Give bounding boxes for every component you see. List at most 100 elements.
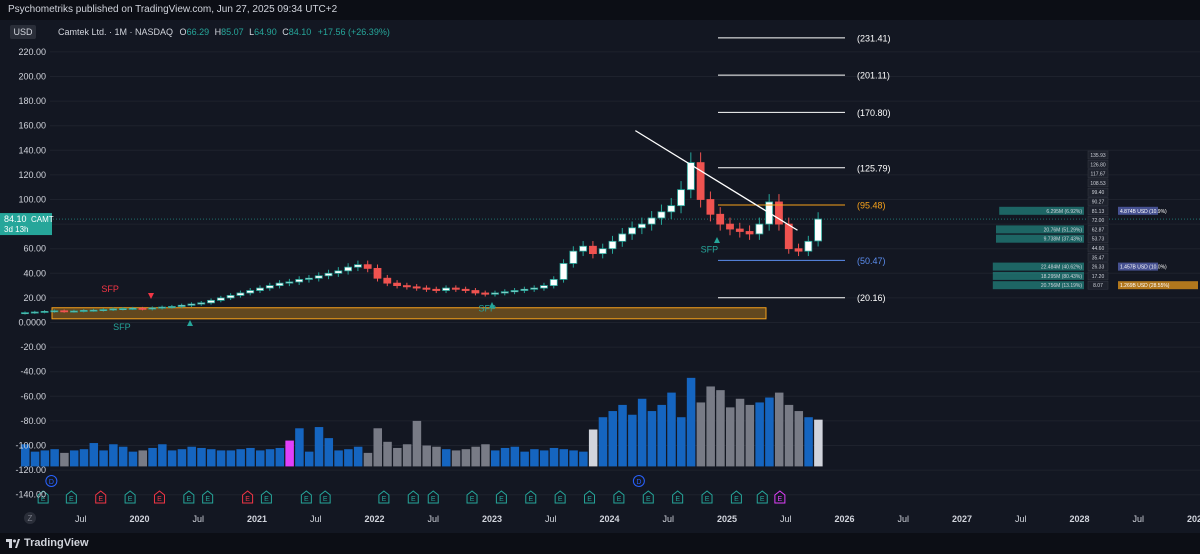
volume-bar-7 bbox=[89, 443, 99, 467]
candles[interactable] bbox=[21, 152, 823, 315]
volume-bar-31 bbox=[324, 438, 334, 467]
volume-bar-40 bbox=[412, 420, 422, 467]
profile-price-14: 8.07 bbox=[1093, 283, 1103, 289]
volume-bar-25 bbox=[265, 449, 275, 467]
y-tick-18: -140.00 bbox=[15, 490, 46, 500]
y-tick-10: 20.00 bbox=[23, 293, 46, 303]
legend-change: +17.56 (+26.39%) bbox=[318, 27, 390, 37]
event-earnings-marker-8 bbox=[242, 490, 254, 504]
candle-body-48 bbox=[491, 292, 499, 295]
profile-price-bg-1 bbox=[1087, 160, 1109, 169]
y-tick-4: 140.00 bbox=[18, 145, 46, 155]
candle-body-38 bbox=[393, 282, 401, 287]
volume-bar-13 bbox=[148, 447, 157, 467]
candle-body-49 bbox=[500, 291, 509, 294]
profile-price-1: 126.80 bbox=[1090, 162, 1106, 168]
sfp-up-arrow-2 bbox=[489, 302, 495, 308]
volume-bar-18 bbox=[197, 447, 206, 467]
candle-body-57 bbox=[579, 245, 588, 252]
candle-body-17 bbox=[187, 303, 196, 306]
currency-badge-bg[interactable] bbox=[10, 25, 36, 39]
profile-price-bg-4 bbox=[1087, 187, 1109, 197]
legend-symbol: Camtek Ltd. · 1M · NASDAQ bbox=[58, 27, 173, 37]
event-earnings-marker-19 bbox=[584, 490, 596, 504]
profile-right-bar-14 bbox=[1118, 281, 1198, 290]
candle-body-23 bbox=[246, 290, 255, 294]
x-label-4: Jul bbox=[310, 514, 322, 524]
volume-bar-80 bbox=[804, 417, 813, 467]
profile-right-6: 4.874B USD (10.9%) bbox=[1120, 209, 1167, 215]
event-earnings-marker-26 bbox=[756, 490, 768, 504]
volume-bar-65 bbox=[657, 404, 666, 467]
trend-line-resistance bbox=[635, 130, 798, 231]
profile-left-bar-14 bbox=[992, 281, 1084, 290]
volume-bar-79 bbox=[794, 411, 804, 467]
volume-bar-5 bbox=[69, 450, 79, 467]
candle-body-46 bbox=[471, 290, 480, 294]
candle-body-45 bbox=[461, 288, 470, 291]
price-badge-bg bbox=[0, 213, 52, 236]
price-chart[interactable]: (231.41) (201.11) (170.80) (125.79) (95.48) (… bbox=[0, 20, 1200, 533]
candle-body-8 bbox=[99, 309, 108, 311]
support-zone bbox=[51, 307, 767, 320]
candle-body-60 bbox=[608, 240, 617, 250]
candle-body-55 bbox=[559, 263, 568, 280]
event-label-19: E bbox=[587, 496, 592, 503]
profile-price-bg-7 bbox=[1087, 215, 1109, 225]
volume-bar-60 bbox=[608, 411, 617, 467]
event-label-11: E bbox=[323, 496, 328, 503]
profile-price-7: 72.00 bbox=[1092, 218, 1105, 224]
chart-legend: USD Camtek Ltd. · 1M · NASDAQ O66.29 H85… bbox=[10, 25, 390, 39]
x-label-9: 2024 bbox=[599, 514, 619, 524]
volume-bar-30 bbox=[314, 427, 324, 467]
trend-line bbox=[635, 130, 798, 231]
candle-body-19 bbox=[207, 299, 215, 304]
profile-price-0: 135.93 bbox=[1090, 153, 1106, 159]
profile-price-12: 26.33 bbox=[1092, 265, 1105, 271]
event-earnings-marker-16 bbox=[495, 490, 507, 504]
profile-price-2: 117.67 bbox=[1091, 172, 1106, 178]
candle-body-36 bbox=[373, 267, 382, 279]
profile-price-5: 90.27 bbox=[1092, 200, 1105, 206]
profile-left-bar-9 bbox=[996, 234, 1084, 243]
event-earnings-marker-14 bbox=[427, 490, 439, 504]
tradingview-logo-icon bbox=[6, 539, 20, 548]
event-markers[interactable]: E D E E E E E E E E E E E E E E E E E E E D E E E E E E bbox=[37, 475, 786, 504]
candle-body-32 bbox=[334, 270, 343, 274]
candle-body-39 bbox=[402, 285, 411, 288]
currency-badge[interactable]: USD bbox=[13, 27, 33, 37]
level-label-5: (50.47) bbox=[857, 256, 886, 266]
candle-body-69 bbox=[696, 162, 705, 200]
volume-bar-0 bbox=[21, 444, 30, 467]
x-label-1: 2020 bbox=[129, 514, 149, 524]
y-tick-1: 200.00 bbox=[18, 72, 46, 82]
volume-bar-66 bbox=[667, 392, 676, 467]
y-tick-14: -60.00 bbox=[20, 391, 46, 401]
volume-bar-12 bbox=[138, 450, 147, 467]
volume-profile: 135.93 126.80 117.67 108.53 99.40 90.27 81.13 6… bbox=[992, 150, 1198, 290]
candle-body-68 bbox=[686, 162, 695, 191]
profile-price-4: 99.40 bbox=[1092, 190, 1105, 196]
profile-price-6: 81.13 bbox=[1092, 209, 1105, 215]
profile-price-bg-14 bbox=[1087, 280, 1109, 290]
volume-bar-35 bbox=[363, 452, 373, 467]
candle-body-28 bbox=[295, 279, 304, 283]
volume-bar-49 bbox=[500, 447, 510, 467]
profile-price-bg-3 bbox=[1087, 178, 1109, 188]
volume-bar-77 bbox=[774, 392, 784, 467]
event-label-17: E bbox=[528, 496, 533, 503]
profile-right-bar-6 bbox=[1118, 206, 1158, 215]
volume-bar-37 bbox=[383, 441, 392, 467]
candle-body-61 bbox=[618, 233, 627, 242]
event-label-10: E bbox=[304, 496, 309, 503]
zoom-z-badge bbox=[24, 512, 36, 524]
profile-price-11: 35.47 bbox=[1092, 255, 1105, 261]
published-header: Psychometriks published on TradingView.c… bbox=[0, 0, 1200, 20]
volume-bar-76 bbox=[765, 397, 774, 467]
x-label-8: Jul bbox=[545, 514, 557, 524]
profile-left-14: 20.756M (13.19%) bbox=[1041, 283, 1082, 289]
candle-body-77 bbox=[775, 201, 783, 225]
x-axis: Z Jul 2020 Jul 2021 Jul 2022 Jul 2023 Jul 2024 Jul 2… bbox=[24, 512, 1200, 524]
profile-right-14: 1.269B USD (28.55%) bbox=[1120, 283, 1170, 289]
candle-body-63 bbox=[637, 223, 646, 229]
